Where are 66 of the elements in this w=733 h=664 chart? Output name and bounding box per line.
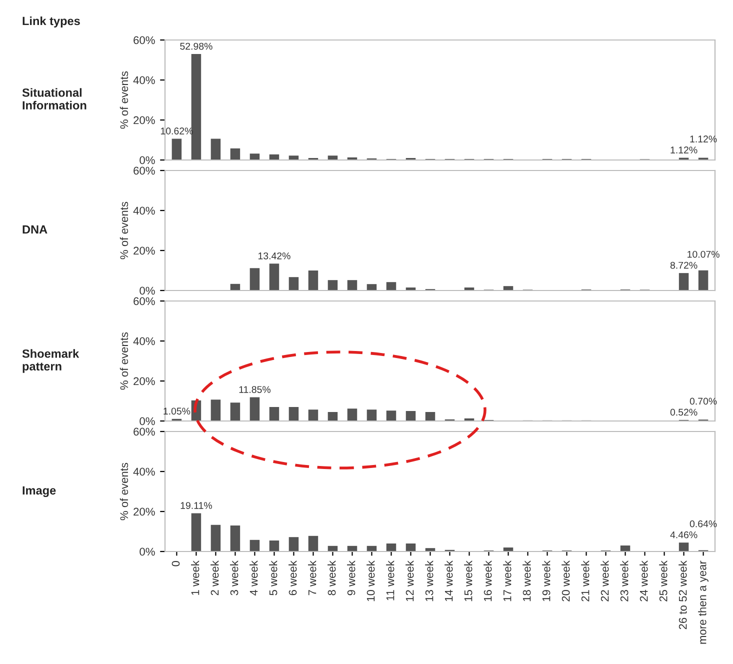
x-tick-label: 3 week [230, 560, 238, 596]
y-tick-label: 20% [134, 508, 155, 516]
data-label: 0.52% [670, 408, 698, 416]
data-label: 1.12% [690, 136, 717, 142]
y-tick-label: 40% [133, 206, 155, 215]
data-label: 10.07% [688, 250, 720, 258]
data-label: 13.42% [258, 252, 290, 260]
x-tick-label: 12 week [406, 560, 414, 602]
y-tick-label: 40% [133, 337, 155, 346]
x-tick-label: 11 week [386, 560, 394, 600]
x-tick-label: 14 week [444, 560, 453, 602]
y-axis-title: % of events [120, 462, 128, 520]
data-label: 8.72% [670, 262, 698, 269]
x-tick-label: 22 week [600, 560, 609, 602]
x-tick-label: 10 week [366, 560, 375, 602]
x-tick-label: 16 week [484, 560, 492, 602]
data-label: 1.05% [164, 408, 190, 415]
y-tick-label: 20% [134, 246, 155, 255]
y-tick-label: 60% [134, 297, 155, 306]
x-tick-label: 9 week [347, 560, 356, 596]
x-tick-label: 1 week [191, 560, 200, 595]
y-axis-title: % of events [120, 71, 128, 129]
data-label: 52.98% [180, 42, 212, 50]
x-tick-label: 13 week [425, 560, 434, 602]
x-tick-label: 0 [172, 560, 180, 566]
y-axis-title: % of events [120, 332, 128, 390]
y-tick-label: 40% [133, 468, 155, 476]
y-tick-label: 60% [134, 166, 155, 175]
text: DNA [22, 225, 48, 234]
x-tick-label: 23 week [620, 560, 628, 602]
y-tick-label: 40% [133, 76, 155, 84]
y-tick-label: 0% [140, 417, 155, 426]
x-tick-label: 19 week [542, 560, 550, 602]
x-tick-label: 17 week [503, 560, 512, 602]
text: Shoemark pattern [22, 349, 80, 373]
y-tick-label: 0% [140, 156, 155, 164]
data-label: 0.64% [690, 520, 717, 528]
data-label: 19.11% [180, 502, 212, 509]
x-tick-label: 18 week [522, 560, 531, 602]
x-tick-label: 15 week [464, 560, 472, 602]
x-tick-label: 6 week [288, 560, 297, 596]
y-tick-label: 60% [134, 428, 155, 436]
x-tick-label: more then a year [698, 560, 708, 644]
x-tick-label: 25 week [659, 560, 668, 602]
text: Situational Information [22, 88, 86, 110]
data-label: 11.85% [239, 386, 270, 393]
x-tick-label: 21 week [581, 560, 590, 602]
y-tick-label: 20% [134, 116, 155, 124]
y-tick-label: 0% [140, 548, 155, 556]
text: Link types [22, 16, 80, 28]
text: Image [22, 486, 56, 498]
y-tick-label: 0% [140, 286, 155, 295]
x-tick-label: 8 week [328, 560, 336, 596]
x-tick-label: 5 week [269, 560, 278, 596]
data-label: 4.46% [670, 531, 698, 538]
x-tick-label: 26 to 52 week [678, 560, 687, 630]
x-tick-label: 20 week [562, 560, 570, 602]
x-tick-label: 7 week [308, 560, 316, 596]
x-tick-label: 4 week [250, 560, 258, 596]
data-label: 0.70% [690, 398, 717, 405]
y-axis-title: % of events [120, 202, 128, 260]
y-tick-label: 20% [134, 377, 155, 386]
x-tick-label: 2 week [210, 560, 219, 596]
x-tick-label: 24 week [640, 560, 648, 602]
y-tick-label: 60% [134, 36, 155, 44]
data-label: 1.12% [670, 146, 698, 154]
